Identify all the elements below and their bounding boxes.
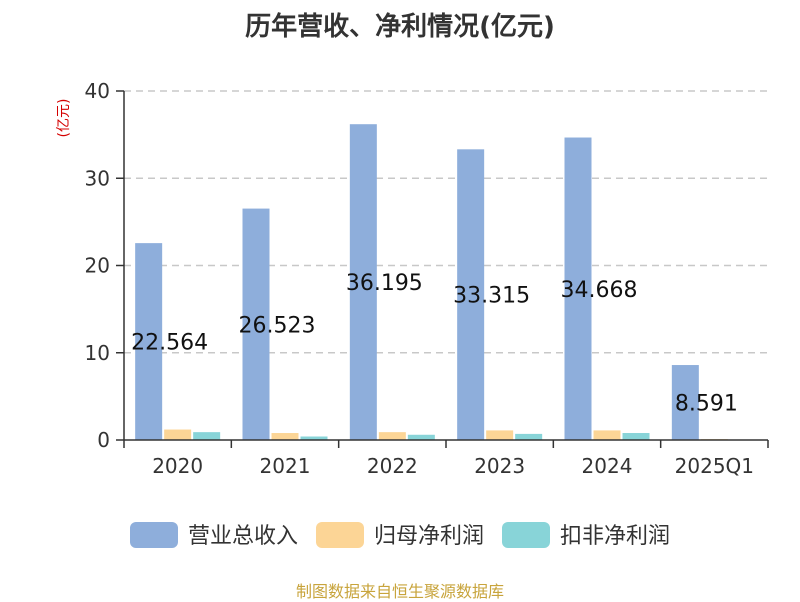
bar-归母净利润-2021[interactable] [272,433,299,440]
bar-归母净利润-2020[interactable] [164,430,191,440]
data-label-2024: 34.668 [561,278,638,303]
bar-归母净利润-2023[interactable] [486,430,513,440]
bar-扣非净利润-2022[interactable] [408,435,435,440]
x-tick-label-2025Q1: 2025Q1 [675,454,754,478]
gridlines [124,91,768,353]
y-tick-label-10: 10 [85,341,110,365]
data-label-2021: 26.523 [239,313,316,338]
legend-swatch [502,522,550,548]
y-tick-label-0: 0 [97,428,110,452]
y-tick-label-30: 30 [85,166,110,190]
y-tick-label-20: 20 [85,254,110,278]
bar-归母净利润-2024[interactable] [594,430,621,440]
bar-扣非净利润-2024[interactable] [623,433,650,440]
data-labels: 22.564 26.523 36.195 33.315 34.668 8.591 [131,271,738,416]
legend-item-扣非净利润[interactable]: 扣非净利润 [502,522,670,549]
x-tick-label-2024: 2024 [582,454,633,478]
data-label-2020: 22.564 [131,331,208,356]
y-axis-unit-label: (亿元) [56,99,72,138]
axes: 0 10 20 30 40 2020 2021 2022 2023 2024 2025Q1 [85,79,768,478]
data-label-2023: 33.315 [453,284,530,309]
legend-item-营业总收入[interactable]: 营业总收入 [130,522,298,549]
bar-扣非净利润-2023[interactable] [515,434,542,440]
legend[interactable]: 营业总收入 归母净利润 扣非净利润 [130,522,670,549]
data-source-note: 制图数据来自恒生聚源数据库 [0,578,800,602]
legend-label: 扣非净利润 [560,524,670,549]
y-tick-label-40: 40 [85,79,110,103]
x-tick-label-2023: 2023 [474,454,525,478]
legend-item-归母净利润[interactable]: 归母净利润 [316,522,484,549]
bars [135,124,757,440]
x-tick-label-2022: 2022 [367,454,418,478]
x-tick-label-2020: 2020 [152,454,203,478]
bar-扣非净利润-2020[interactable] [193,432,220,440]
data-label-2025Q1: 8.591 [675,392,738,417]
x-tick-label-2021: 2021 [260,454,311,478]
data-label-2022: 36.195 [346,271,423,296]
legend-label: 归母净利润 [374,524,484,549]
bar-归母净利润-2022[interactable] [379,432,406,440]
legend-swatch [316,522,364,548]
legend-swatch [130,522,178,548]
legend-label: 营业总收入 [188,524,298,549]
